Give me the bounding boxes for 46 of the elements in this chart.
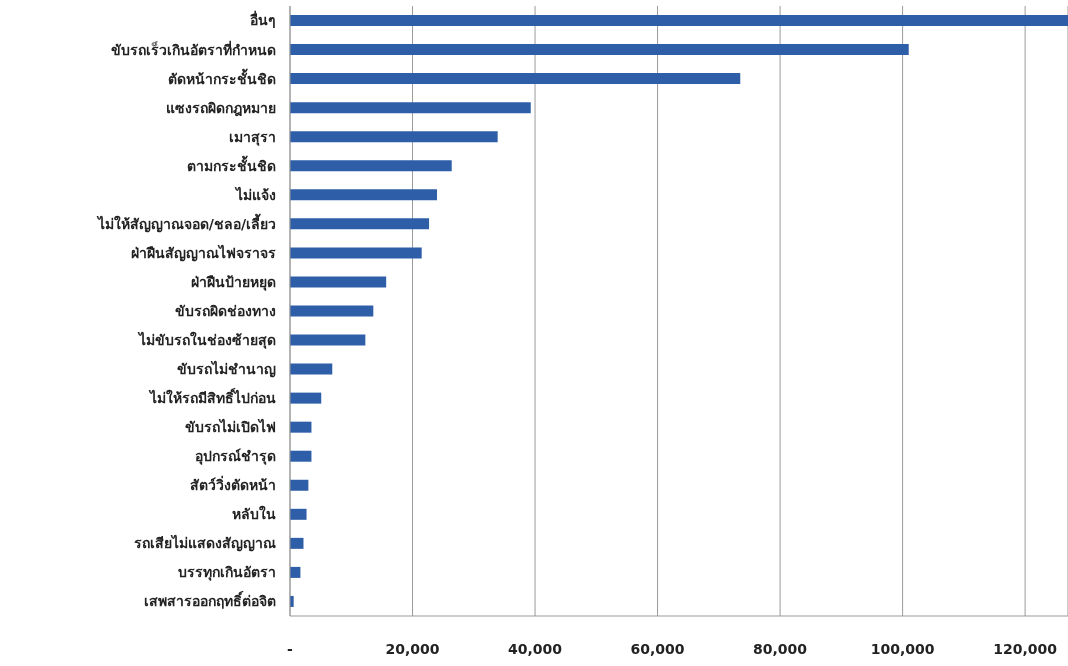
y-tick-label: ขับรถไม่ชำนาญ: [177, 360, 276, 379]
y-tick-label: อุปกรณ์ชำรุด: [195, 448, 276, 466]
y-tick-label: หลับใน: [232, 505, 276, 523]
x-tick-label: 20,000: [385, 640, 440, 657]
y-tick-label: บรรทุกเกินอัตรา: [178, 564, 276, 582]
y-tick-label: ไม่ให้รถมีสิทธิ์ไปก่อน: [148, 387, 276, 407]
x-tick-label: 100,000: [870, 640, 935, 657]
bar: [290, 73, 741, 85]
y-tick-label: สัตว์วิ่งตัดหน้า: [190, 475, 276, 494]
y-tick-label: ตามกระชั้นชิด: [187, 154, 276, 174]
bar: [290, 160, 452, 172]
y-tick-label: ตัดหน้ากระชั้นชิด: [168, 67, 276, 87]
x-tick-label: -: [287, 640, 294, 657]
bar: [290, 363, 333, 375]
y-tick-label: เสพสารออกฤทธิ์ต่อจิต: [144, 590, 276, 610]
y-tick-label: ฝ่าฝืนป้ายหยุด: [191, 273, 276, 291]
x-tick-label: 80,000: [753, 640, 808, 657]
bar: [290, 44, 909, 56]
y-tick-label: รถเสียไม่แสดงสัญญาณ: [134, 534, 276, 553]
y-tick-label: ขับรถไม่เปิดไฟ: [185, 418, 276, 436]
x-tick-label: 120,000: [993, 640, 1058, 657]
y-tick-label: แซงรถผิดกฎหมาย: [166, 99, 276, 117]
y-tick-label: ไม่แจ้ง: [234, 185, 276, 203]
bar: [290, 508, 307, 520]
bar: [290, 392, 322, 404]
bar: [290, 189, 438, 201]
bar: [290, 15, 1068, 26]
y-tick-label: ฝ่าฝืนสัญญาณไฟจราจร: [131, 243, 276, 262]
bar: [290, 479, 309, 491]
bar: [290, 247, 422, 259]
bar: [290, 218, 430, 230]
y-tick-label: ไม่ให้สัญญาณจอด/ชลอ/เลี้ยว: [95, 212, 276, 233]
x-tick-label: 40,000: [508, 640, 563, 657]
y-tick-label: ไม่ขับรถในช่องซ้ายสุด: [137, 331, 276, 350]
bar: [290, 450, 312, 462]
y-tick-label: เมาสุรา: [229, 128, 276, 146]
y-tick-label: ขับรถผิดช่องทาง: [175, 302, 276, 319]
bar: [290, 421, 312, 433]
x-tick-label: 60,000: [630, 640, 685, 657]
bar: [290, 131, 498, 143]
bar: [290, 102, 531, 114]
y-tick-label: ขับรถเร็วเกินอัตราที่กำหนด: [111, 39, 276, 58]
bar: [290, 276, 387, 288]
y-tick-label: อื่นๆ: [250, 10, 276, 29]
bar: [290, 305, 374, 317]
bar: [290, 334, 366, 346]
